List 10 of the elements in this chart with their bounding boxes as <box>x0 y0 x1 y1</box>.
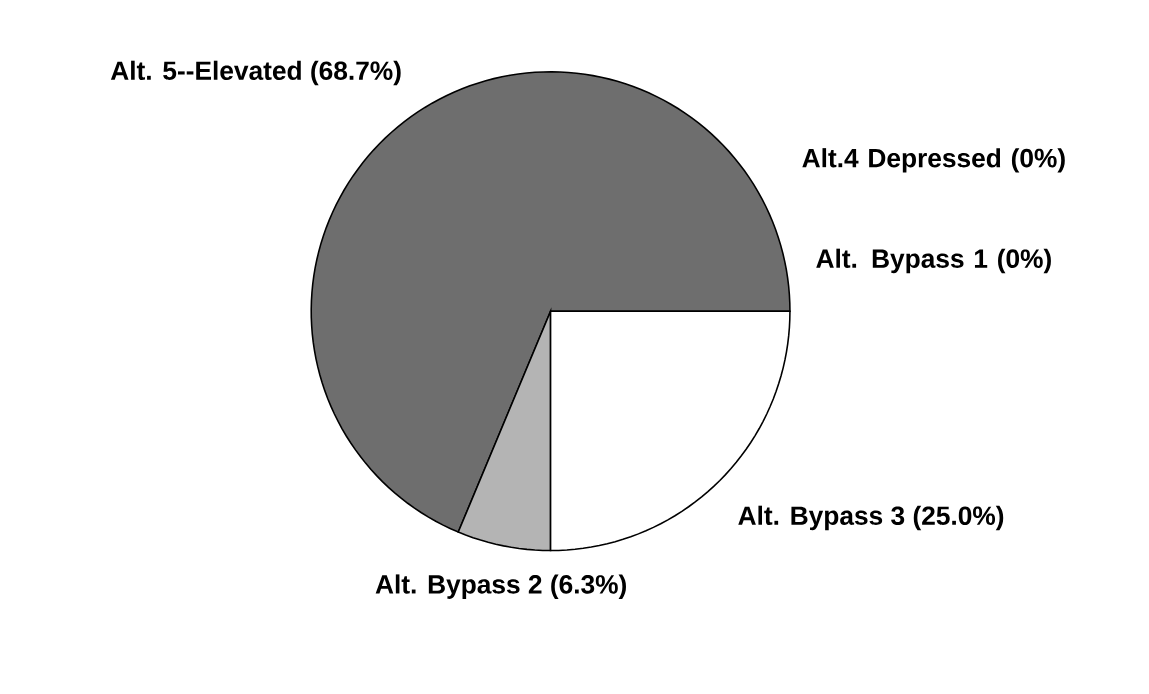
data-label: (25.0%) <box>913 505 1004 531</box>
slice-label: Alt. 5--Elevated <box>110 60 301 80</box>
slice-label: Alt. Bypass 2 <box>375 574 542 599</box>
text: (0%) <box>998 248 1051 274</box>
category-label: Alt.4 Depressed <box>802 148 1001 173</box>
text: (0%) <box>1011 148 1065 173</box>
data-label: (68.7%) <box>311 60 401 86</box>
data-label: (6.3%) <box>551 574 626 599</box>
category-label: Alt. Bypass 1 <box>816 248 988 274</box>
slice-label: Alt. Bypass 3 <box>738 505 905 531</box>
